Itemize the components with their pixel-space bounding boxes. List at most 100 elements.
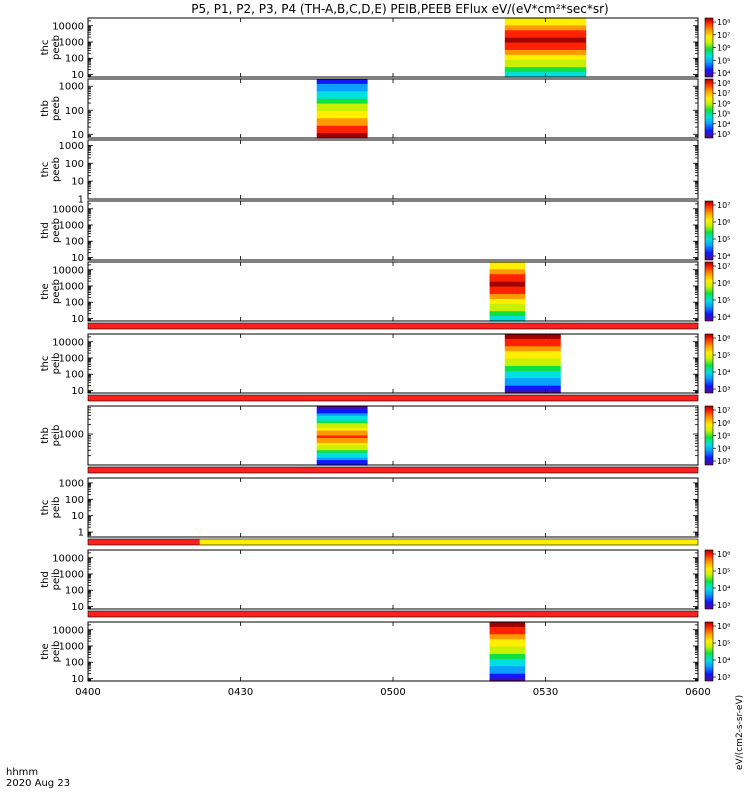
spectrogram-band xyxy=(489,303,526,307)
spectrogram-band xyxy=(316,93,368,97)
y-axis-label-product: peib xyxy=(51,353,62,375)
spectrogram-band xyxy=(316,110,368,115)
colorbar-fill xyxy=(704,200,714,261)
y-axis-label-instrument: thb xyxy=(40,427,51,444)
spectrogram-band xyxy=(504,69,587,73)
y-axis-label: thcpeib xyxy=(40,497,62,519)
colorbar-fill xyxy=(704,621,714,682)
colorbar-tick-label: 10⁷ xyxy=(717,406,730,415)
y-tick-label: 10 xyxy=(71,674,84,685)
colorbar-fill xyxy=(704,549,714,610)
x-tick-label: 0430 xyxy=(228,687,253,698)
colorbar: 10⁴ 10⁵ 10⁶ 10⁷ 10⁸ xyxy=(704,17,730,78)
spectrogram-band xyxy=(504,380,561,384)
spectrogram-band xyxy=(504,27,587,31)
panel-frame xyxy=(87,405,699,466)
spectrogram-band xyxy=(489,262,526,266)
colorbar-tick-label: 10⁴ xyxy=(717,120,730,129)
colorbar-tick-label: 10³ xyxy=(717,457,730,466)
spectrogram-band xyxy=(489,651,526,655)
spectrogram-band xyxy=(489,311,526,315)
spectrogram-band xyxy=(504,35,587,39)
status-bar-frame xyxy=(87,538,699,546)
panel-frame xyxy=(87,333,699,394)
spectrogram-band xyxy=(489,649,526,653)
panel-frame xyxy=(87,477,699,538)
y-axis-label-product: peeb xyxy=(51,157,62,182)
y-tick-label: 10000 xyxy=(52,553,84,564)
spectrogram-band xyxy=(504,47,587,51)
spectrogram-band xyxy=(316,406,368,410)
y-tick-label: 1000 xyxy=(59,141,84,152)
spectrogram-band xyxy=(316,115,368,119)
spectrogram-band xyxy=(504,356,561,360)
spectrogram-band xyxy=(504,52,587,56)
y-tick-label: 10 xyxy=(71,314,84,325)
spectrogram-band xyxy=(489,656,526,660)
colorbar-tick-label: 10⁶ xyxy=(717,622,730,631)
status-bar xyxy=(87,394,699,402)
spectrogram-band xyxy=(316,437,368,442)
y-tick-label: 10 xyxy=(71,602,84,613)
spectrogram-band xyxy=(316,108,368,112)
spectrogram-band xyxy=(504,336,561,340)
spectrogram-band xyxy=(504,365,561,370)
spectrogram-band xyxy=(316,413,368,417)
y-axis-label-product: peeb xyxy=(51,96,62,121)
spectrogram-band xyxy=(504,388,561,392)
y-tick-label: 10000 xyxy=(52,21,84,32)
spectrogram-band xyxy=(489,646,526,650)
colorbar-tick-label: 10⁷ xyxy=(717,89,730,98)
y-tick-label: 1000 xyxy=(59,429,84,440)
status-bar xyxy=(87,610,699,618)
colorbar: 10³ 10⁴ 10⁵ 10⁶ xyxy=(704,333,730,394)
status-bar-frame xyxy=(87,322,699,330)
spectrogram-band xyxy=(316,91,368,95)
y-tick-label: 1000 xyxy=(59,641,84,652)
spectrogram-band xyxy=(316,123,368,127)
spectrogram-band xyxy=(489,676,526,680)
spectrogram-band xyxy=(489,274,526,278)
y-axis-label: thbpeib xyxy=(40,425,62,447)
y-axis-label: thdpeeb xyxy=(40,218,62,243)
spectrogram-band xyxy=(504,67,587,71)
panel-frame xyxy=(87,200,699,261)
spectrogram-band xyxy=(504,30,587,34)
y-tick-label: 1000 xyxy=(59,478,84,489)
colorbar-tick-label: 10⁴ xyxy=(717,368,730,377)
colorbar: 10³ 10⁴ 10⁵ 10⁶ xyxy=(704,621,730,682)
y-tick-label: 10000 xyxy=(52,265,84,276)
x-tick-label: 0400 xyxy=(75,687,100,698)
status-bar xyxy=(87,466,699,474)
colorbar-tick-label: 10⁶ xyxy=(717,44,730,53)
panel-frame xyxy=(87,17,699,78)
colorbar-tick-label: 10⁶ xyxy=(717,419,730,428)
spectrogram-band xyxy=(489,629,526,633)
colorbar-fill xyxy=(704,333,714,394)
panel-frame xyxy=(87,549,699,610)
spectrogram-band xyxy=(504,358,561,362)
spectrogram-band xyxy=(504,25,587,29)
colorbar-fill xyxy=(704,78,714,139)
spectrogram-band xyxy=(489,644,526,648)
spectrogram-band xyxy=(489,289,526,293)
spectrogram-band xyxy=(504,390,561,394)
colorbar-tick-label: 10³ xyxy=(717,673,730,682)
spectrogram-band xyxy=(489,639,526,643)
y-axis-label-instrument: thb xyxy=(40,100,51,117)
spectrogram-band xyxy=(316,418,368,422)
y-axis-label-product: peib xyxy=(51,569,62,591)
colorbar: 10⁴ 10⁵ 10⁶ 10⁷ xyxy=(704,200,730,261)
spectrogram-band xyxy=(489,661,526,665)
spectrogram-band xyxy=(316,457,368,461)
status-bar-segment xyxy=(88,611,698,617)
spectrogram-band xyxy=(489,653,526,658)
y-tick-label: 10 xyxy=(71,511,84,522)
spectrogram-band xyxy=(504,40,587,44)
y-axis-label-product: peib xyxy=(51,497,62,519)
y-tick-label: 10 xyxy=(71,386,84,397)
